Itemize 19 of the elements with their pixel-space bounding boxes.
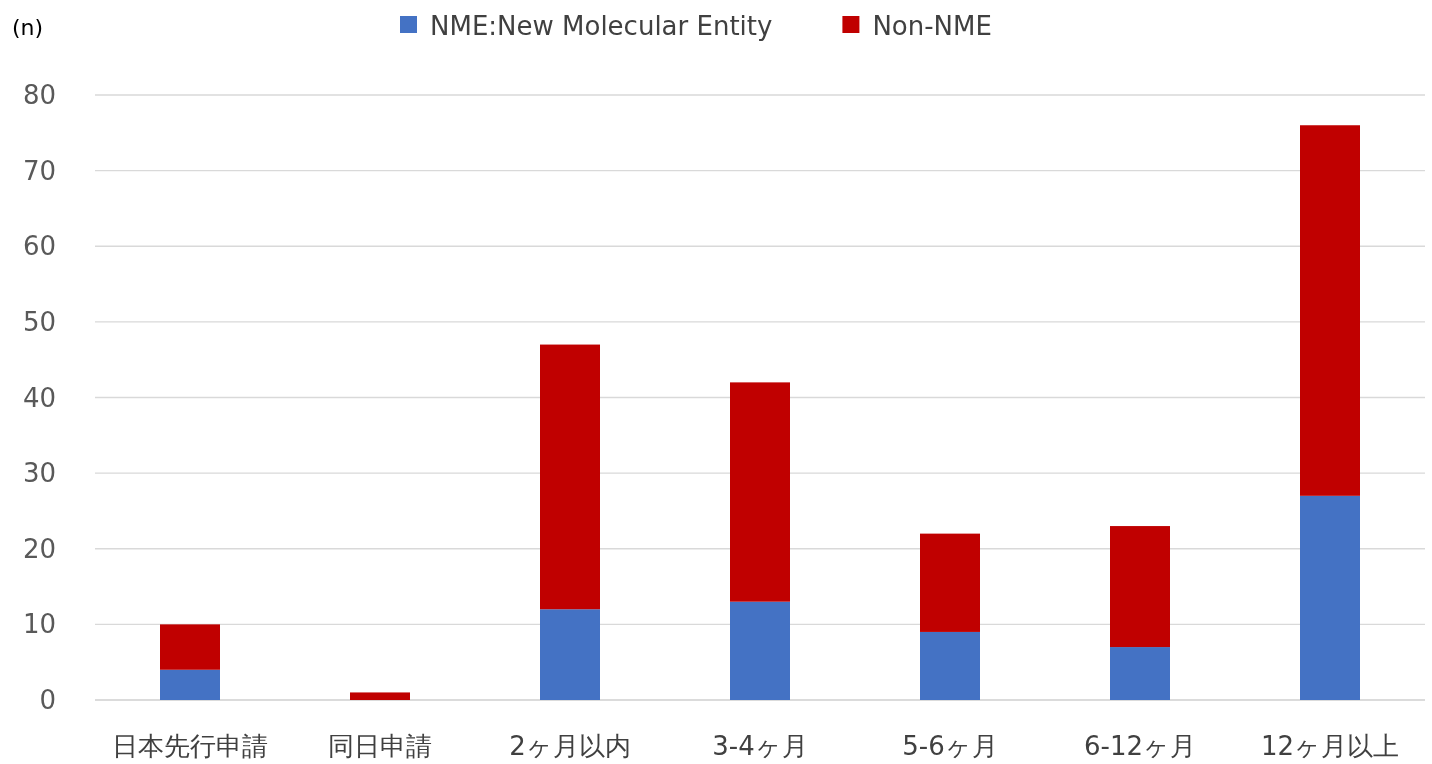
legend-label: NME:New Molecular Entity <box>430 11 773 41</box>
y-tick-label: 30 <box>22 458 56 489</box>
y-tick-label: 20 <box>22 533 56 564</box>
legend-label: Non-NME <box>872 11 992 41</box>
x-tick-label: 3-4ヶ月 <box>712 731 808 761</box>
y-tick-label: 60 <box>22 231 56 262</box>
x-tick-label: 12ヶ月以上 <box>1260 731 1400 761</box>
x-tick-label: 2ヶ月以内 <box>509 731 631 761</box>
y-tick-label: 0 <box>39 685 56 715</box>
x-tick-label: 6-12ヶ月 <box>1083 731 1197 761</box>
y-tick-label: 80 <box>22 80 56 110</box>
y-tick-label: 50 <box>22 306 56 337</box>
y-tick-label: 10 <box>22 609 56 640</box>
x-tick-label: 日本先行申請 <box>112 731 268 761</box>
y-axis-title: (n) <box>12 15 44 40</box>
x-tick-label: 5-6ヶ月 <box>902 731 998 761</box>
x-tick-label: 同日申請 <box>328 731 432 761</box>
y-tick-label: 70 <box>22 155 56 186</box>
y-tick-label: 40 <box>22 382 56 413</box>
